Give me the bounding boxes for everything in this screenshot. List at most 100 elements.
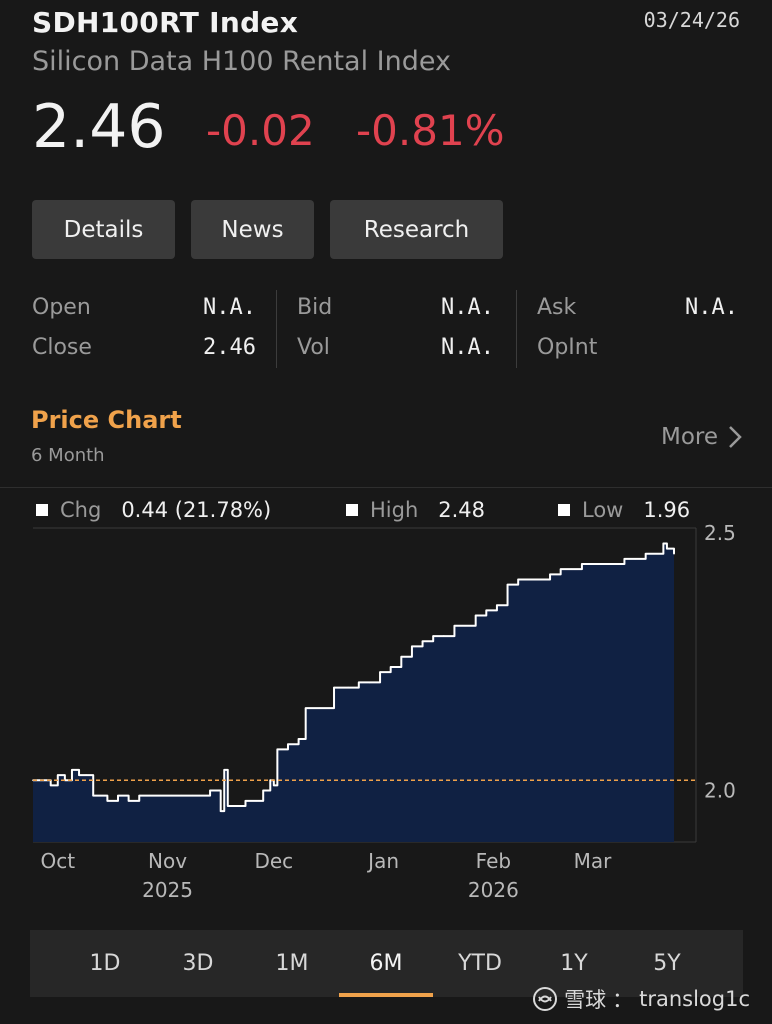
data-point	[549, 573, 551, 576]
period-1y[interactable]: 1Y	[560, 951, 588, 976]
low-value: 1.96	[643, 498, 691, 522]
data-point	[474, 614, 477, 617]
data-point	[191, 794, 194, 797]
snowball-logo-icon	[533, 987, 558, 1011]
chg-stat: Chg 0.44 (21.78%)	[36, 498, 271, 522]
data-point	[319, 707, 321, 709]
square-icon	[36, 504, 48, 516]
price-chart-period: 6 Month	[31, 445, 105, 466]
low-label: Low	[582, 498, 624, 522]
data-point	[464, 625, 466, 627]
data-point	[379, 671, 381, 673]
x-year-label: 2025	[142, 878, 193, 902]
research-button[interactable]: Research	[330, 200, 503, 259]
data-point	[432, 635, 434, 637]
period-5y[interactable]: 5Y	[653, 951, 681, 976]
data-point	[209, 789, 211, 792]
data-point	[538, 578, 541, 581]
data-point	[400, 655, 403, 658]
data-point	[453, 625, 456, 627]
series-area-fill	[33, 543, 674, 842]
data-point	[517, 578, 519, 581]
data-point	[269, 779, 272, 782]
more-link[interactable]: More	[661, 424, 742, 450]
chg-value: 0.44 (21.78%)	[121, 498, 272, 522]
data-point	[655, 552, 658, 555]
watermark-user: translog1c	[639, 987, 750, 1011]
period-3d[interactable]: 3D	[182, 951, 214, 976]
x-tick-label: Feb	[476, 849, 511, 873]
chevron-right-icon	[729, 426, 742, 448]
news-button[interactable]: News	[191, 200, 314, 259]
data-point	[559, 568, 562, 570]
y-tick-label: 2.5	[704, 521, 736, 545]
period-active-underline	[339, 993, 433, 997]
data-point	[528, 578, 530, 581]
data-point	[662, 542, 665, 545]
price-change-percent: -0.81%	[356, 106, 505, 155]
data-point	[49, 784, 52, 787]
bid-value: N.A.	[441, 295, 494, 320]
data-point	[117, 794, 119, 797]
data-point	[216, 789, 218, 792]
details-button[interactable]: Details	[32, 200, 175, 259]
data-point	[644, 552, 647, 555]
data-point	[612, 563, 615, 565]
data-point	[570, 568, 573, 570]
last-price: 2.46	[32, 92, 166, 162]
data-point	[255, 800, 257, 802]
period-ytd[interactable]: YTD	[458, 951, 502, 976]
period-1d[interactable]: 1D	[89, 951, 121, 976]
data-point	[443, 635, 445, 637]
data-point	[581, 563, 583, 565]
x-tick-label: Oct	[40, 849, 75, 873]
data-point	[333, 686, 335, 689]
data-point	[297, 738, 300, 740]
price-chart[interactable]: 2.5 2.0 Oct Nov Dec Jan Feb Mar 2025 2026	[0, 520, 772, 920]
data-point	[287, 743, 289, 745]
low-stat: Low 1.96	[558, 498, 690, 522]
price-change: -0.02	[206, 106, 315, 155]
vol-label: Vol	[297, 335, 330, 360]
data-point	[149, 794, 151, 797]
data-point	[389, 666, 392, 668]
security-full-name: Silicon Data H100 Rental Index	[32, 46, 451, 77]
data-point	[673, 552, 675, 555]
data-point	[623, 558, 626, 560]
watermark: 雪球 ： translog1c	[532, 984, 750, 1014]
series-line	[33, 542, 675, 813]
high-label: High	[370, 498, 419, 522]
square-icon	[346, 504, 358, 516]
section-divider	[0, 487, 772, 488]
data-point	[496, 604, 498, 607]
data-point	[85, 774, 87, 776]
data-point	[71, 769, 73, 771]
close-label: Close	[32, 335, 92, 360]
data-point	[219, 810, 222, 812]
square-icon	[558, 504, 570, 516]
more-label: More	[660, 424, 718, 450]
period-selector: 1D 3D 1M 6M YTD 1Y 5Y	[30, 930, 743, 997]
data-point	[276, 748, 279, 751]
ask-value: N.A.	[685, 295, 738, 320]
data-point	[358, 681, 360, 684]
data-point	[304, 707, 307, 709]
data-point	[262, 789, 264, 792]
data-point	[180, 794, 183, 797]
ticker-title: SDH100RT Index	[32, 6, 299, 39]
high-stat: High 2.48	[346, 498, 485, 522]
period-1m[interactable]: 1M	[275, 951, 309, 976]
data-point	[421, 640, 424, 643]
ask-label: Ask	[537, 295, 577, 320]
data-point	[138, 794, 141, 797]
data-point	[78, 774, 80, 776]
quote-divider	[516, 290, 517, 368]
x-tick-label: Dec	[254, 849, 293, 873]
watermark-brand: 雪球	[564, 988, 607, 1012]
data-point	[368, 681, 371, 684]
data-point	[244, 800, 247, 802]
data-point	[159, 794, 162, 797]
data-point	[485, 609, 488, 612]
period-6m[interactable]: 6M	[369, 951, 403, 976]
data-point	[106, 800, 109, 802]
